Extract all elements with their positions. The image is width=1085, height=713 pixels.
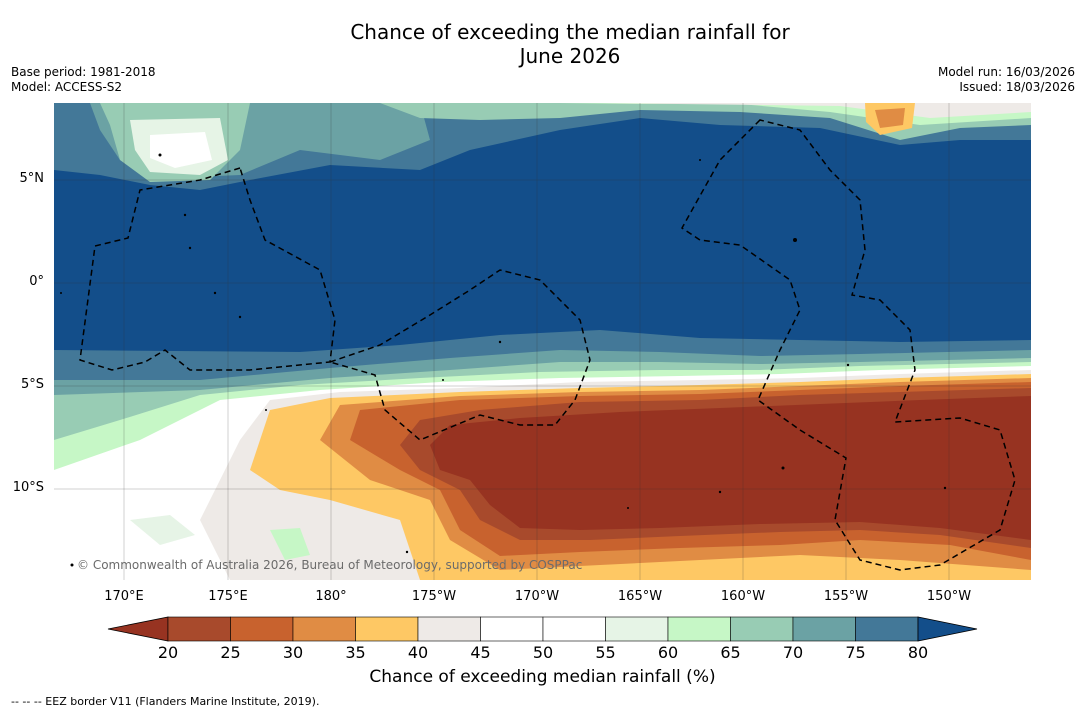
north-east-45 bbox=[600, 103, 1031, 118]
colorbar-tick-60: 60 bbox=[657, 643, 679, 662]
colorbar-tick-25: 25 bbox=[220, 643, 241, 662]
eez-tuvalu-kiribati-west bbox=[79, 167, 336, 371]
lat-label-0: 0° bbox=[29, 274, 44, 289]
map-title: Chance of exceeding the median rainfall … bbox=[0, 20, 1085, 68]
eez-borders bbox=[79, 119, 1016, 571]
colorbar-segment-30 bbox=[292, 616, 356, 642]
colorbar-segment-20 bbox=[167, 616, 231, 642]
rainfall-map bbox=[54, 103, 1031, 580]
title-line-1: Chance of exceeding the median rainfall … bbox=[350, 20, 790, 44]
eez-tokelau bbox=[327, 269, 591, 441]
colorbar-tick-35: 35 bbox=[345, 643, 366, 662]
sw-patch-65 bbox=[270, 528, 310, 560]
colorbar-tick-40: 40 bbox=[407, 643, 429, 662]
islands bbox=[60, 153, 947, 567]
lon-label-155w: 155°W bbox=[823, 589, 869, 604]
colorbar-tick-80: 80 bbox=[907, 643, 929, 662]
meta-left: Base period: 1981-2018 Model: ACCESS-S2 bbox=[11, 65, 156, 95]
lon-label-175w: 175°W bbox=[411, 589, 457, 604]
meta-right: Model run: 16/03/2026 Issued: 18/03/2026 bbox=[938, 65, 1075, 95]
colorbar-tick-30: 30 bbox=[282, 643, 304, 662]
eez-footnote: -- -- -- EEZ border V11 (Flanders Marine… bbox=[11, 695, 320, 708]
colorbar-segment-60 bbox=[667, 616, 731, 642]
lat-label-10s: 10°S bbox=[12, 480, 44, 495]
colorbar-segment-45 bbox=[480, 616, 544, 642]
colorbar-tick-75: 75 bbox=[845, 643, 866, 662]
lon-label-160w: 160°W bbox=[720, 589, 766, 604]
colorbar-tick-50: 50 bbox=[532, 643, 554, 662]
colorbar-segment-35 bbox=[355, 616, 419, 642]
lon-label-170e: 170°E bbox=[104, 589, 144, 604]
colorbar-tick-20: 20 bbox=[157, 643, 179, 662]
colorbar-segment-40 bbox=[417, 616, 481, 642]
copyright-notice: © Commonwealth of Australia 2026, Bureau… bbox=[77, 558, 583, 572]
colorbar-over-arrow bbox=[917, 616, 978, 642]
north-east-30 bbox=[875, 108, 905, 128]
lon-label-165w: 165°W bbox=[617, 589, 663, 604]
issued-date: Issued: 18/03/2026 bbox=[959, 80, 1075, 94]
colorbar-segment-25 bbox=[230, 616, 294, 642]
colorbar-segment-50 bbox=[542, 616, 606, 642]
lat-label-5s: 5°S bbox=[20, 377, 44, 392]
colorbar-tick-55: 55 bbox=[595, 643, 616, 662]
northern-band-55 bbox=[150, 132, 212, 168]
lon-label-170w: 170°W bbox=[514, 589, 560, 604]
lon-label-180: 180° bbox=[315, 589, 347, 604]
colorbar-label: Chance of exceeding median rainfall (%) bbox=[369, 667, 716, 687]
lon-label-175e: 175°E bbox=[208, 589, 248, 604]
colorbar-segment-75 bbox=[855, 616, 919, 642]
colorbar-tick-70: 70 bbox=[782, 643, 804, 662]
lon-label-150w: 150°W bbox=[926, 589, 972, 604]
colorbar-tick-45: 45 bbox=[470, 643, 491, 662]
title-line-2: June 2026 bbox=[519, 44, 621, 68]
colorbar-tick-65: 65 bbox=[720, 643, 741, 662]
colorbar-segment-70 bbox=[792, 616, 856, 642]
colorbar-segment-55 bbox=[605, 616, 669, 642]
colorbar-segment-65 bbox=[730, 616, 794, 642]
lat-label-5n: 5°N bbox=[19, 171, 45, 186]
south-band-under20 bbox=[430, 396, 1031, 540]
grid-lines bbox=[54, 103, 1031, 580]
colorbar-under-arrow bbox=[107, 616, 169, 642]
base-period: Base period: 1981-2018 bbox=[11, 65, 156, 79]
model-name: Model: ACCESS-S2 bbox=[11, 80, 123, 94]
sw-patch-60 bbox=[130, 515, 195, 545]
eez-line-islands bbox=[681, 119, 1016, 571]
model-run: Model run: 16/03/2026 bbox=[937, 65, 1075, 79]
